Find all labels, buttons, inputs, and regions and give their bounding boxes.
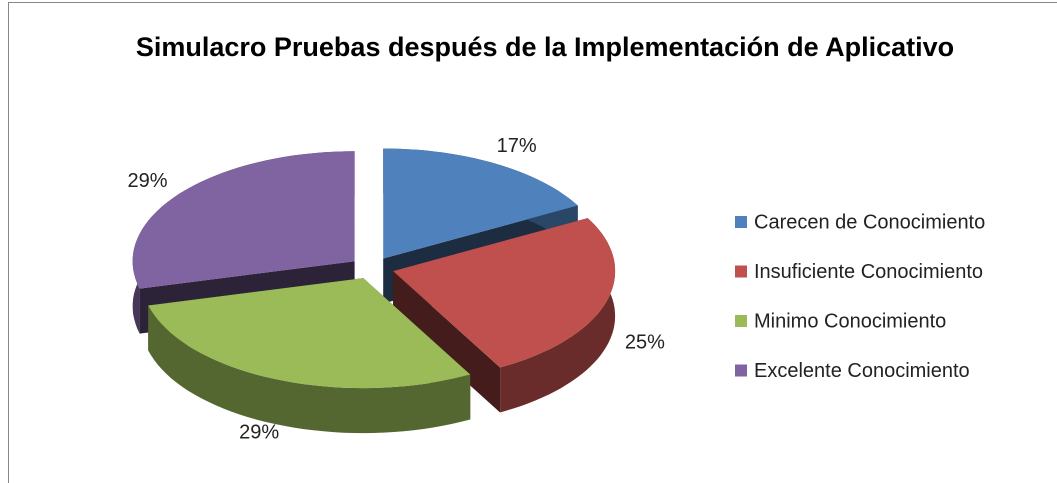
slice [383, 148, 578, 259]
legend-swatch [735, 364, 747, 377]
legend-label: Insuficiente Conocimiento [754, 261, 983, 283]
data-label: 29% [127, 170, 167, 192]
legend-swatch [735, 315, 747, 327]
chart-title: Simulacro Pruebas después de la Implemen… [135, 32, 955, 62]
slice-wall [393, 271, 501, 413]
slice-tops [132, 148, 616, 389]
data-label: 29% [239, 422, 279, 444]
legend-label: Carecen de Conocimiento [754, 211, 985, 233]
legend-swatch [735, 216, 747, 228]
slice-side [500, 218, 616, 413]
slice [393, 218, 616, 368]
legend-swatch [735, 265, 747, 278]
chart-border [8, 2, 1057, 483]
slice [148, 278, 471, 389]
legend-label: Minimo Conocimiento [754, 310, 946, 332]
data-label: 17% [497, 135, 537, 157]
slice-side [148, 305, 471, 434]
slice [132, 151, 355, 289]
legend-label: Excelente Conocimiento [754, 360, 970, 382]
data-label: 25% [625, 332, 665, 354]
